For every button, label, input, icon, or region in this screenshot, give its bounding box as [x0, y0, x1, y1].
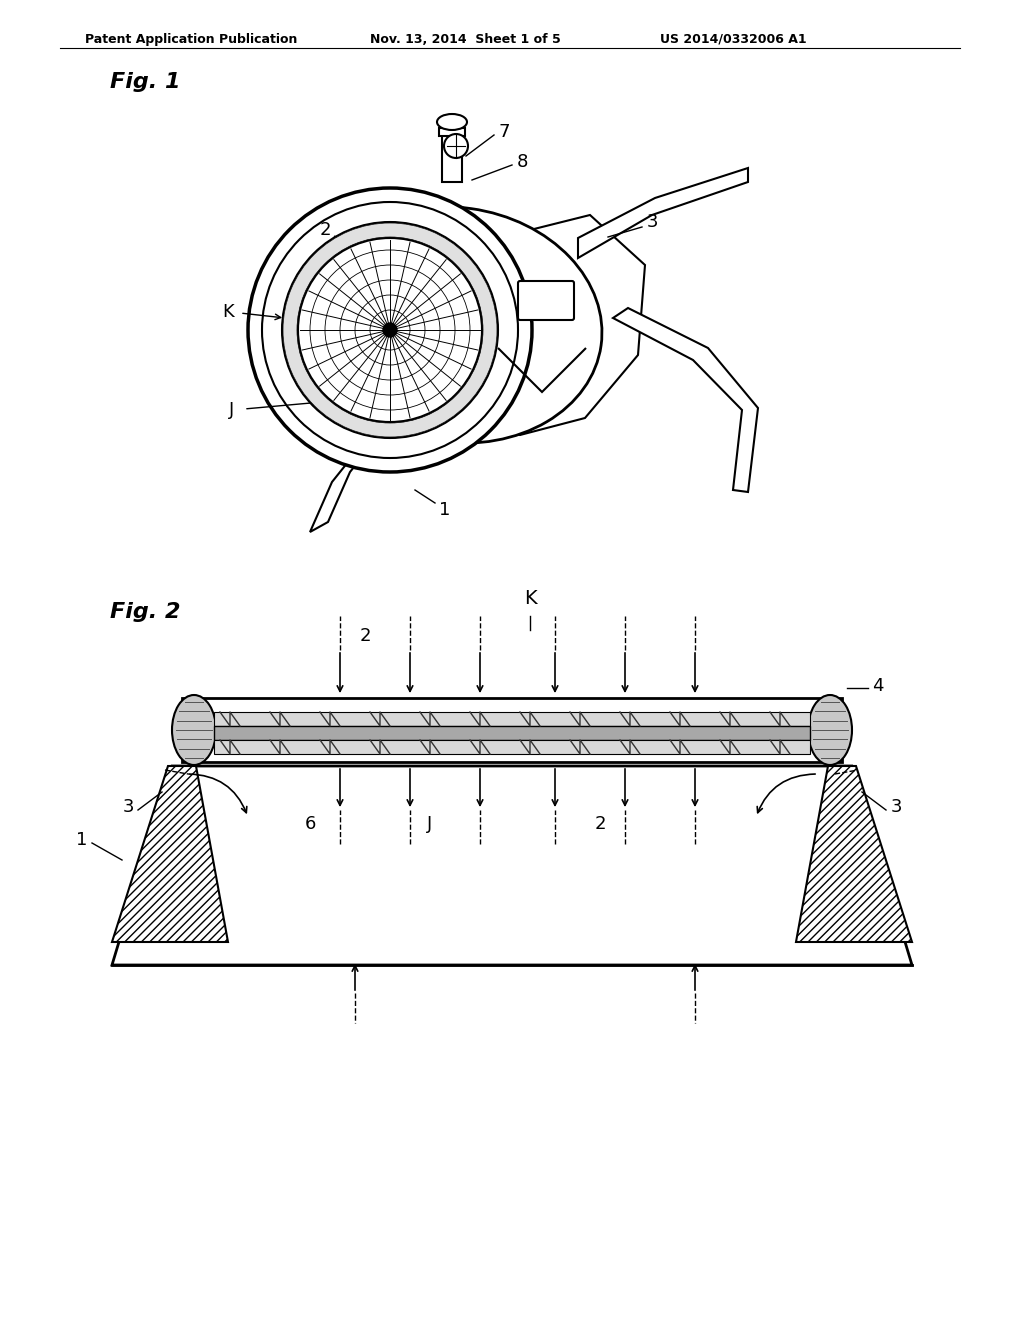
Polygon shape	[112, 766, 228, 942]
Bar	[439, 128, 465, 136]
Text: 2: 2	[319, 220, 331, 239]
Bar	[214, 726, 810, 741]
Text: K: K	[222, 304, 233, 321]
Text: 3: 3	[122, 799, 134, 816]
Wedge shape	[283, 223, 497, 437]
Text: K: K	[523, 589, 537, 609]
Text: 1: 1	[439, 502, 451, 519]
Ellipse shape	[172, 696, 216, 766]
Text: 3: 3	[646, 213, 657, 231]
Text: Nov. 13, 2014  Sheet 1 of 5: Nov. 13, 2014 Sheet 1 of 5	[370, 33, 561, 46]
Text: 8: 8	[516, 153, 527, 172]
Polygon shape	[460, 215, 645, 436]
Circle shape	[444, 135, 468, 158]
Bar	[442, 132, 462, 182]
Text: Fig. 1: Fig. 1	[110, 73, 180, 92]
Text: 2: 2	[359, 627, 371, 645]
Ellipse shape	[437, 114, 467, 129]
Bar	[214, 711, 810, 726]
Text: J: J	[229, 401, 234, 418]
Text: 7: 7	[499, 123, 510, 141]
Text: US 2014/0332006 A1: US 2014/0332006 A1	[660, 33, 807, 46]
Text: J: J	[427, 814, 432, 833]
Bar	[182, 698, 842, 762]
Text: 6: 6	[304, 814, 315, 833]
Bar	[214, 741, 810, 754]
Circle shape	[383, 323, 397, 337]
Polygon shape	[310, 422, 390, 532]
FancyBboxPatch shape	[518, 281, 574, 319]
Text: 1: 1	[77, 832, 88, 849]
Circle shape	[298, 238, 482, 422]
Polygon shape	[796, 766, 912, 942]
Text: 4: 4	[872, 677, 884, 696]
Text: Fig. 2: Fig. 2	[110, 602, 180, 622]
Polygon shape	[578, 168, 748, 257]
Ellipse shape	[808, 696, 852, 766]
Polygon shape	[613, 308, 758, 492]
Circle shape	[248, 187, 532, 473]
Text: Patent Application Publication: Patent Application Publication	[85, 33, 297, 46]
Text: 3: 3	[890, 799, 902, 816]
Text: 2: 2	[594, 814, 606, 833]
Ellipse shape	[308, 207, 602, 444]
